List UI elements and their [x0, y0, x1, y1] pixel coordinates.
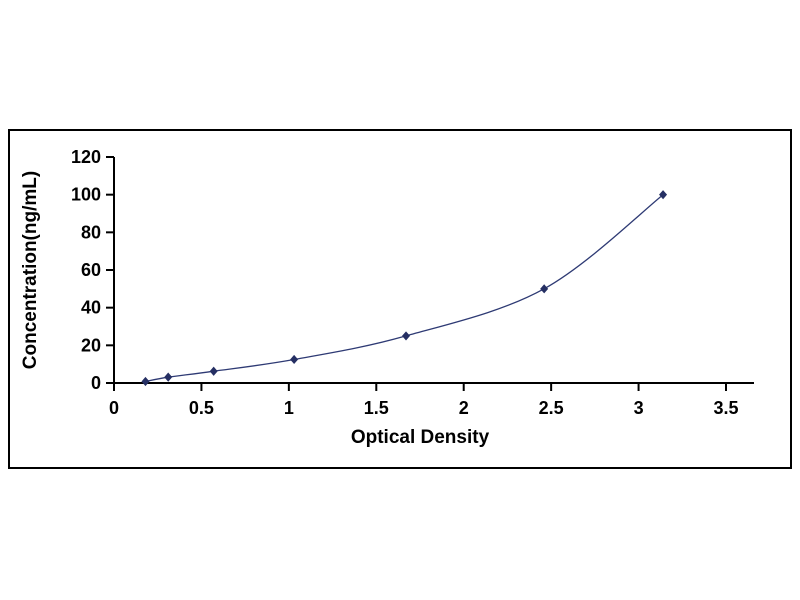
y-tick-label: 80	[81, 222, 101, 242]
y-tick-label: 40	[81, 298, 101, 318]
x-tick-label: 2	[459, 398, 469, 418]
x-tick-label: 2.5	[539, 398, 564, 418]
elisa-standard-curve-chart: 0 0.5 1 1.5 2 2.5 3 3.5 0 20 40 60 80 100 120 Optical D…	[8, 129, 792, 469]
y-tick-label: 100	[71, 185, 101, 205]
x-axis-title: Optical Density	[351, 427, 490, 448]
data-point-marker	[540, 284, 549, 294]
x-tick-label: 1.5	[364, 398, 389, 418]
y-tick-label: 0	[91, 373, 101, 393]
data-point-marker	[209, 366, 218, 376]
data-point-marker	[402, 331, 411, 341]
y-tick-label: 20	[81, 335, 101, 355]
x-tick-label: 3	[634, 398, 644, 418]
y-tick-label: 60	[81, 260, 101, 280]
chart-canvas: 0 0.5 1 1.5 2 2.5 3 3.5 0 20 40 60 80 100 120 Optical D…	[20, 147, 754, 448]
x-tick-label: 1	[284, 398, 294, 418]
data-point-marker	[164, 372, 173, 382]
y-tick-label: 120	[71, 147, 101, 167]
data-point-marker	[659, 190, 668, 200]
data-point-marker	[290, 354, 299, 365]
data-point-marker	[141, 376, 150, 387]
x-tick-label: 0.5	[189, 398, 214, 418]
series-curve-path	[145, 194, 664, 383]
x-tick-label: 3.5	[713, 398, 738, 418]
x-tick-label: 0	[109, 398, 119, 418]
y-axis-title: Concentration(ng/mL)	[20, 171, 41, 369]
